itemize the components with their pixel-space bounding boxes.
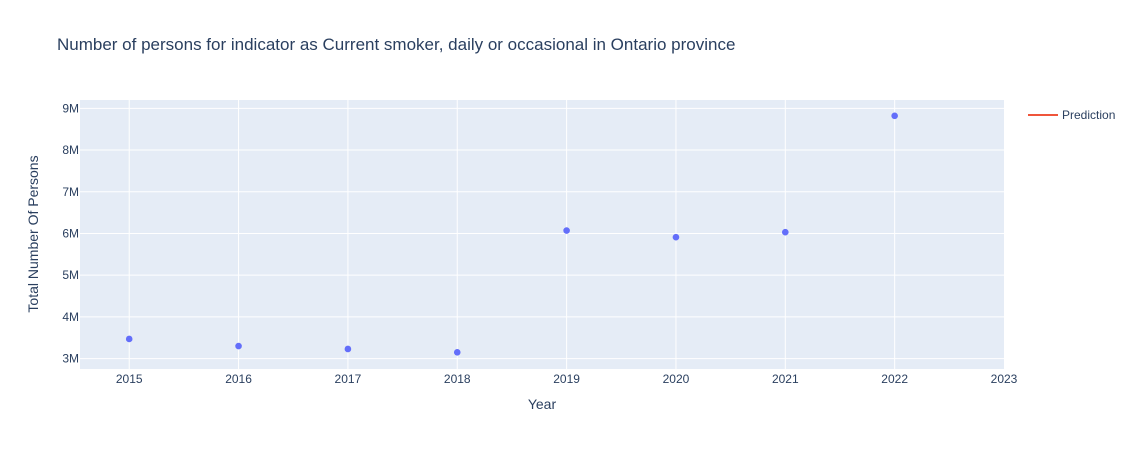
legend[interactable]: Prediction — [1028, 108, 1115, 122]
data-point[interactable] — [891, 112, 898, 120]
data-point[interactable] — [125, 335, 133, 343]
data-point[interactable] — [235, 342, 242, 350]
y-tick-label: 5M — [62, 268, 79, 282]
y-tick-label: 6M — [62, 226, 79, 240]
x-tick-label: 2017 — [335, 372, 362, 386]
x-tick-label: 2022 — [881, 372, 908, 386]
x-tick-label: 2015 — [116, 372, 143, 386]
axis-ticks: 2015 2016 2017 2018 2019 2020 2021 2022 2023 3M 4M… — [62, 101, 1017, 386]
y-axis-title: Total Number Of Persons — [25, 155, 41, 312]
data-point[interactable] — [672, 233, 680, 241]
x-axis-title: Year — [528, 396, 557, 412]
x-tick-label: 2020 — [663, 372, 690, 386]
x-tick-label: 2021 — [772, 372, 799, 386]
y-tick-label: 7M — [62, 185, 79, 199]
grid-lines — [80, 100, 1004, 369]
y-tick-label: 8M — [62, 143, 79, 157]
data-point[interactable] — [344, 345, 352, 353]
legend-prediction-label[interactable]: Prediction — [1062, 108, 1115, 122]
y-tick-label: 3M — [62, 352, 79, 366]
x-tick-label: 2019 — [553, 372, 580, 386]
x-tick-label: 2023 — [991, 372, 1018, 386]
chart-title: Number of persons for indicator as Curre… — [57, 35, 735, 54]
y-tick-label: 9M — [62, 101, 79, 115]
data-point[interactable] — [782, 228, 789, 236]
x-tick-label: 2018 — [444, 372, 471, 386]
y-tick-label: 4M — [62, 310, 79, 324]
data-markers — [125, 112, 898, 356]
x-tick-label: 2016 — [225, 372, 252, 386]
data-point[interactable] — [453, 349, 461, 356]
plot-area — [80, 100, 1004, 369]
data-point[interactable] — [563, 227, 570, 234]
